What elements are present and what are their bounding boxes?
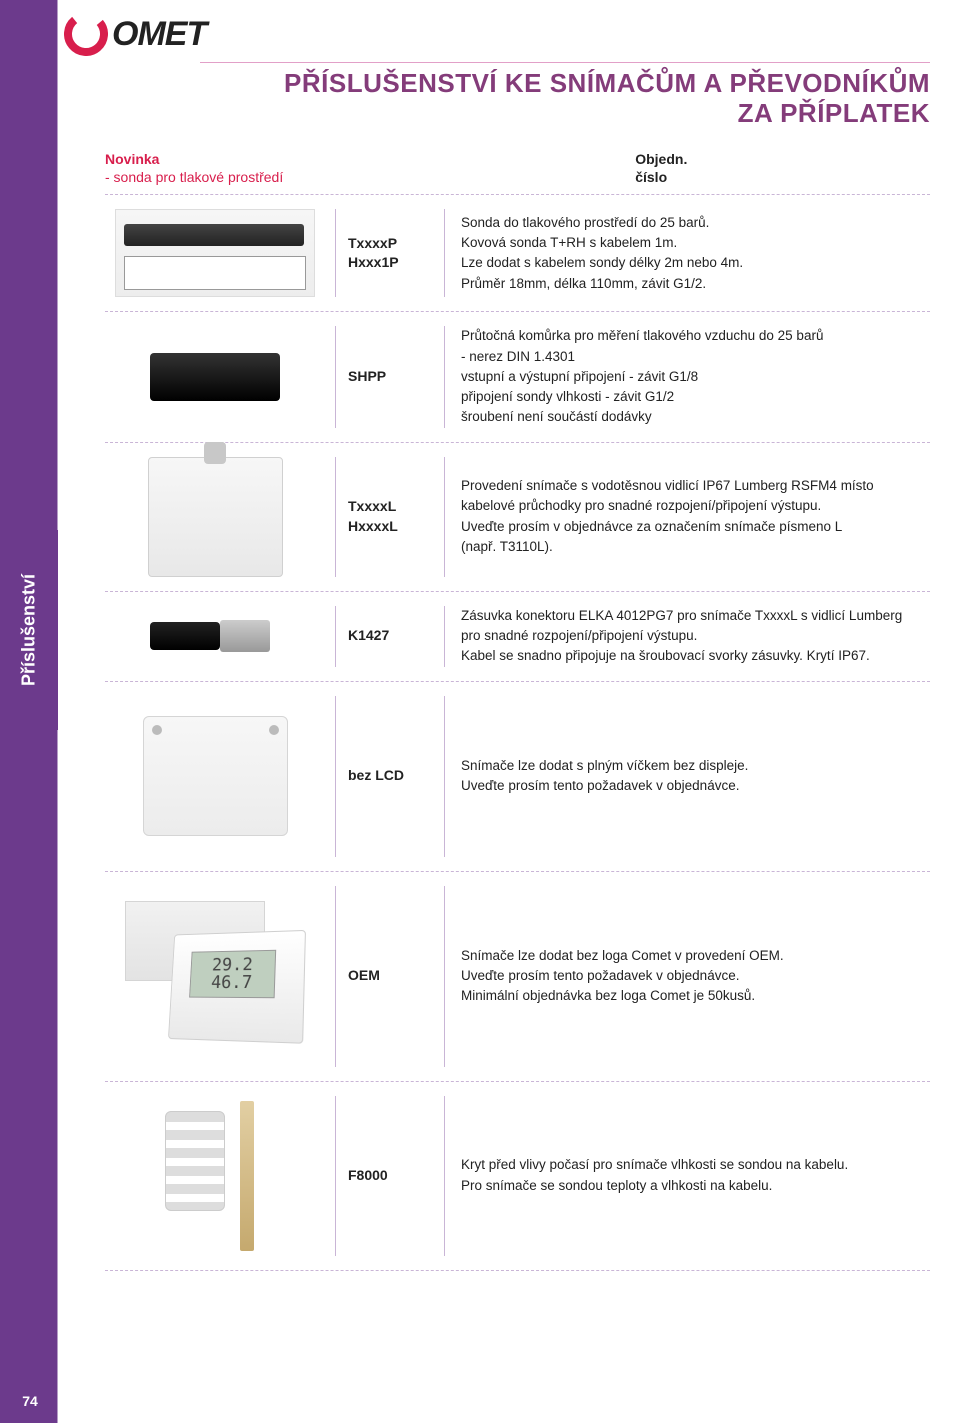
weather-shield-icon	[150, 1101, 280, 1251]
page-number: 74	[14, 1393, 46, 1409]
product-image	[105, 209, 335, 297]
page-title: PŘÍSLUŠENSTVÍ KE SNÍMAČŮM A PŘEVODNÍKŮM …	[200, 69, 930, 129]
order-code: bez LCD	[348, 766, 436, 786]
desc-line: Minimální objednávka bez loga Comet je 5…	[461, 986, 930, 1006]
desc-line: - nerez DIN 1.4301	[461, 347, 930, 367]
product-image	[105, 696, 335, 857]
desc-line: Uveďte prosím tento požadavek v objednáv…	[461, 776, 930, 796]
product-image	[105, 1096, 335, 1256]
product-row: TxxxxL HxxxxL Provedení snímače s vodotě…	[105, 442, 930, 591]
desc-line: Kovová sonda T+RH s kabelem 1m.	[461, 233, 930, 253]
desc-line: kabelové průchodky pro snadné rozpojení/…	[461, 496, 930, 516]
order-code: TxxxxL	[348, 497, 436, 517]
lcd-icon: 29.246.7	[189, 950, 276, 998]
page-header: PŘÍSLUŠENSTVÍ KE SNÍMAČŮM A PŘEVODNÍKŮM …	[200, 62, 930, 129]
order-code-cell: OEM	[335, 886, 445, 1067]
desc-line: Uveďte prosím v objednávce za označením …	[461, 517, 930, 537]
novinka-subtitle: - sonda pro tlakové prostředí	[105, 168, 283, 186]
desc-line: vstupní a výstupní připojení - závit G1/…	[461, 367, 930, 387]
desc-line: Kryt před vlivy počasí pro snímače vlhko…	[461, 1155, 930, 1175]
column-header-code: Objedn. číslo	[623, 150, 733, 186]
sensor-box-icon	[148, 457, 283, 577]
logo: OMET	[64, 12, 206, 56]
product-row: 29.246.7 OEM Snímače lze dodat bez loga …	[105, 871, 930, 1081]
oem-box-icon: 29.246.7	[125, 901, 305, 1051]
order-code-cell: K1427	[335, 606, 445, 667]
page: Příslušenství OMET PŘÍSLUŠENSTVÍ KE SNÍM…	[0, 0, 960, 1423]
product-image: 29.246.7	[105, 886, 335, 1067]
col-head-l1: Objedn.	[635, 150, 733, 168]
desc-line: šroubení není součástí dodávky	[461, 407, 930, 427]
order-code-cell: F8000	[335, 1096, 445, 1256]
desc-line: Kabel se snadno připojuje na šroubovací …	[461, 646, 930, 666]
order-code-cell: TxxxxP Hxxx1P	[335, 209, 445, 297]
novinka-header: Novinka - sonda pro tlakové prostředí Ob…	[105, 150, 930, 186]
product-image	[105, 326, 335, 427]
description-cell: Sonda do tlakového prostředí do 25 barů.…	[445, 209, 930, 297]
description-cell: Snímače lze dodat s plným víčkem bez dis…	[445, 696, 930, 857]
logo-c-icon	[64, 12, 108, 56]
col-head-l2: číslo	[635, 168, 733, 186]
desc-line: Průměr 18mm, délka 110mm, závit G1/2.	[461, 274, 930, 294]
order-code: Hxxx1P	[348, 253, 436, 273]
order-code-cell: bez LCD	[335, 696, 445, 857]
desc-line: Lze dodat s kabelem sondy délky 2m nebo …	[461, 253, 930, 273]
flow-chamber-icon	[150, 353, 280, 401]
description-cell: Kryt před vlivy počasí pro snímače vlhko…	[445, 1096, 930, 1256]
desc-line: Uveďte prosím tento požadavek v objednáv…	[461, 966, 930, 986]
desc-line: Zásuvka konektoru ELKA 4012PG7 pro sníma…	[461, 606, 930, 626]
product-row: K1427 Zásuvka konektoru ELKA 4012PG7 pro…	[105, 591, 930, 681]
order-code: K1427	[348, 626, 436, 646]
side-tab: Příslušenství	[0, 530, 58, 730]
order-code: TxxxxP	[348, 234, 436, 254]
desc-line: (např. T3110L).	[461, 537, 930, 557]
description-cell: Provedení snímače s vodotěsnou vidlicí I…	[445, 457, 930, 577]
order-code-cell: TxxxxL HxxxxL	[335, 457, 445, 577]
logo-text: OMET	[112, 15, 206, 54]
probe-drawing-icon	[115, 209, 315, 297]
blank-lid-box-icon	[143, 716, 288, 836]
product-image	[105, 457, 335, 577]
product-row: SHPP Průtočná komůrka pro měření tlakové…	[105, 311, 930, 441]
product-row: bez LCD Snímače lze dodat s plným víčkem…	[105, 681, 930, 871]
description-cell: Průtočná komůrka pro měření tlakového vz…	[445, 326, 930, 427]
order-code-cell: SHPP	[335, 326, 445, 427]
order-code: HxxxxL	[348, 517, 436, 537]
product-rows: TxxxxP Hxxx1P Sonda do tlakového prostře…	[105, 194, 930, 1270]
novinka-label: Novinka - sonda pro tlakové prostředí	[105, 150, 283, 186]
desc-line: Provedení snímače s vodotěsnou vidlicí I…	[461, 476, 930, 496]
header-rule	[200, 62, 930, 63]
desc-line: připojení sondy vlhkosti - závit G1/2	[461, 387, 930, 407]
description-cell: Snímače lze dodat bez loga Comet v prove…	[445, 886, 930, 1067]
desc-line: Sonda do tlakového prostředí do 25 barů.	[461, 213, 930, 233]
connector-icon	[150, 616, 280, 656]
description-cell: Zásuvka konektoru ELKA 4012PG7 pro sníma…	[445, 606, 930, 667]
order-code: OEM	[348, 966, 436, 986]
desc-line: Pro snímače se sondou teploty a vlhkosti…	[461, 1176, 930, 1196]
order-code: F8000	[348, 1166, 436, 1186]
product-row: F8000 Kryt před vlivy počasí pro snímače…	[105, 1081, 930, 1271]
desc-line: pro snadné rozpojení/připojení výstupu.	[461, 626, 930, 646]
content: Novinka - sonda pro tlakové prostředí Ob…	[105, 150, 930, 1271]
desc-line: Průtočná komůrka pro měření tlakového vz…	[461, 326, 930, 346]
product-row: TxxxxP Hxxx1P Sonda do tlakového prostře…	[105, 194, 930, 311]
novinka-title: Novinka	[105, 150, 283, 168]
product-image	[105, 606, 335, 667]
order-code: SHPP	[348, 367, 436, 387]
title-line2: ZA PŘÍPLATEK	[738, 98, 930, 128]
title-line1: PŘÍSLUŠENSTVÍ KE SNÍMAČŮM A PŘEVODNÍKŮM	[284, 68, 930, 98]
desc-line: Snímače lze dodat bez loga Comet v prove…	[461, 946, 930, 966]
desc-line: Snímače lze dodat s plným víčkem bez dis…	[461, 756, 930, 776]
